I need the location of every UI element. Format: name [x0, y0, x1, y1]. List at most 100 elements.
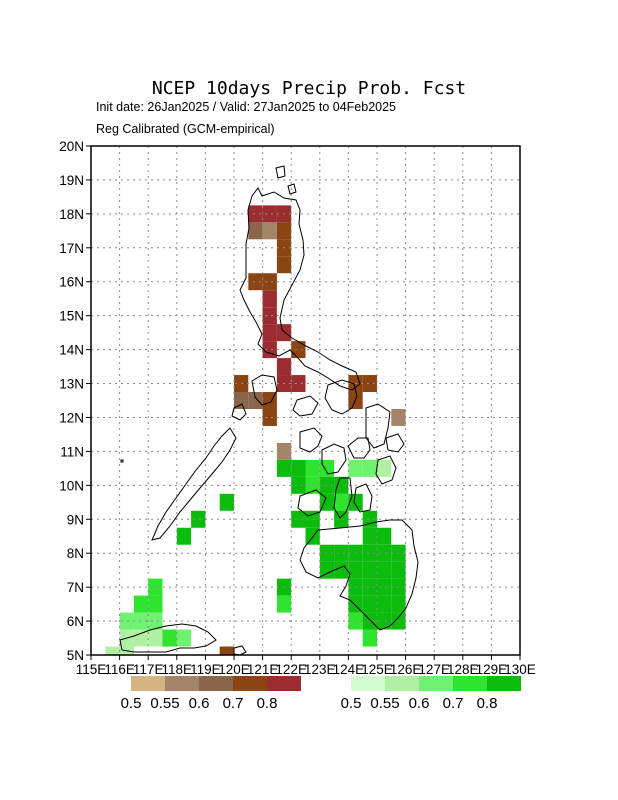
wet-legend-label: 0.7 — [443, 695, 464, 712]
x-tick-label: 126E — [390, 662, 422, 677]
wet-prob-cell — [148, 629, 163, 647]
wet-prob-cell — [377, 612, 392, 630]
x-tick-label: 116E — [104, 662, 135, 677]
dry-prob-cell — [262, 307, 277, 325]
dry-prob-cell — [262, 408, 277, 426]
wet-prob-cell — [362, 578, 377, 596]
coastline-outline — [119, 623, 217, 653]
wet-prob-cell — [319, 561, 335, 579]
map-frame — [90, 145, 521, 656]
coastline-outline — [365, 403, 391, 449]
wet-prob-cell — [377, 561, 392, 579]
dry-prob-cell — [262, 324, 277, 342]
x-tick-label: 124E — [333, 662, 365, 677]
latitude-ticks: 5N 6N 7N 8N 9N 10N 11N 12N 13N 14N 15N 16N 17N 18N 19N… — [59, 139, 91, 663]
wet-prob-cell — [148, 612, 163, 630]
subtitle-dates: Init date: 26Jan2025 / Valid: 27Jan2025 … — [96, 100, 396, 114]
wet-prob-cell — [105, 646, 120, 655]
y-tick-label: 6N — [67, 614, 84, 629]
dry-prob-cell — [262, 222, 277, 240]
dry-legend-swatch — [233, 676, 267, 691]
dry-legend-label: 0.55 — [150, 695, 179, 712]
wet-prob-cell — [377, 527, 392, 545]
dry-prob-cell — [248, 222, 263, 240]
dry-prob-cell — [291, 375, 306, 393]
x-tick-label: 115E — [76, 662, 107, 677]
y-tick-label: 14N — [59, 343, 84, 358]
dry-prob-cell — [262, 273, 277, 291]
y-tick-label: 5N — [67, 648, 84, 663]
wet-prob-cell — [334, 544, 349, 562]
longitude-ticks: 115E116E117E118E119E120E121E122E123E124E… — [76, 655, 536, 677]
wet-prob-cell — [348, 459, 363, 477]
y-tick-label: 7N — [67, 580, 84, 595]
wet-prob-cell — [148, 595, 163, 613]
dry-legend-label: 0.6 — [189, 695, 210, 712]
coastline-outline — [120, 459, 124, 463]
dry-prob-cell — [276, 324, 292, 342]
x-tick-label: 119E — [190, 662, 221, 677]
wet-prob-cell — [362, 629, 377, 647]
x-tick-label: 127E — [418, 662, 450, 677]
x-tick-label: 117E — [133, 662, 164, 677]
wet-prob-cell — [391, 561, 406, 579]
coastline-outline — [151, 427, 237, 541]
wet-prob-cell — [133, 595, 149, 613]
wet-legend-swatch — [419, 676, 453, 691]
dry-prob-cell — [248, 205, 263, 223]
subtitle-method: Reg Calibrated (GCM-empirical) — [96, 122, 275, 136]
wet-prob-cell — [377, 459, 392, 477]
coastline-outline — [292, 395, 319, 417]
x-tick-label: 128E — [447, 662, 479, 677]
wet-prob-cell — [377, 595, 392, 613]
wet-prob-cell — [162, 629, 177, 647]
y-tick-label: 19N — [59, 173, 84, 188]
y-tick-label: 18N — [59, 207, 84, 222]
wet-prob-cell — [276, 595, 292, 613]
dry-legend-swatch — [131, 676, 165, 691]
dry-prob-cell — [276, 358, 292, 376]
wet-prob-cell — [191, 510, 206, 528]
coastline-outline — [231, 403, 247, 421]
y-tick-label: 11N — [60, 444, 84, 459]
coastline-outline — [321, 443, 347, 475]
dry-prob-cell — [262, 341, 277, 359]
coastline-outline — [324, 379, 358, 415]
wet-prob-cell — [348, 493, 363, 511]
wet-prob-cell — [319, 459, 335, 477]
x-tick-label: 121E — [247, 662, 279, 677]
coastline-outline — [375, 455, 397, 485]
wet-prob-cell — [133, 612, 149, 630]
dry-legend-swatch — [267, 676, 301, 691]
coastline-outline — [333, 477, 353, 519]
wet-prob-cell — [362, 527, 377, 545]
y-tick-label: 15N — [59, 309, 84, 324]
wet-prob-cell — [348, 561, 363, 579]
coastline-outline — [233, 645, 247, 656]
wet-legend-label: 0.55 — [370, 695, 399, 712]
wet-legend-swatch — [385, 676, 419, 691]
y-tick-label: 9N — [67, 512, 84, 527]
x-tick-label: 129E — [476, 662, 508, 677]
x-tick-label: 120E — [218, 662, 250, 677]
x-tick-label: 122E — [275, 662, 307, 677]
wet-prob-cell — [391, 595, 406, 613]
x-tick-label: 123E — [304, 662, 336, 677]
wet-legend-swatch — [453, 676, 487, 691]
wet-legend-swatch — [351, 676, 385, 691]
y-tick-label: 10N — [59, 478, 84, 493]
wet-prob-cell — [377, 578, 392, 596]
coastline-outline — [287, 183, 297, 195]
coastline-outline — [275, 165, 286, 179]
wet-prob-cell — [176, 629, 192, 647]
coastline-outline — [385, 433, 405, 453]
wet-prob-cell — [362, 510, 377, 528]
y-tick-label: 8N — [67, 546, 84, 561]
dry-prob-cell — [234, 392, 249, 409]
wet-legend-swatch — [487, 676, 521, 691]
wet-legend-label: 0.8 — [477, 695, 498, 712]
wet-prob-cell — [334, 510, 349, 528]
wet-prob-cell — [276, 459, 292, 477]
wet-prob-cell — [176, 527, 192, 545]
